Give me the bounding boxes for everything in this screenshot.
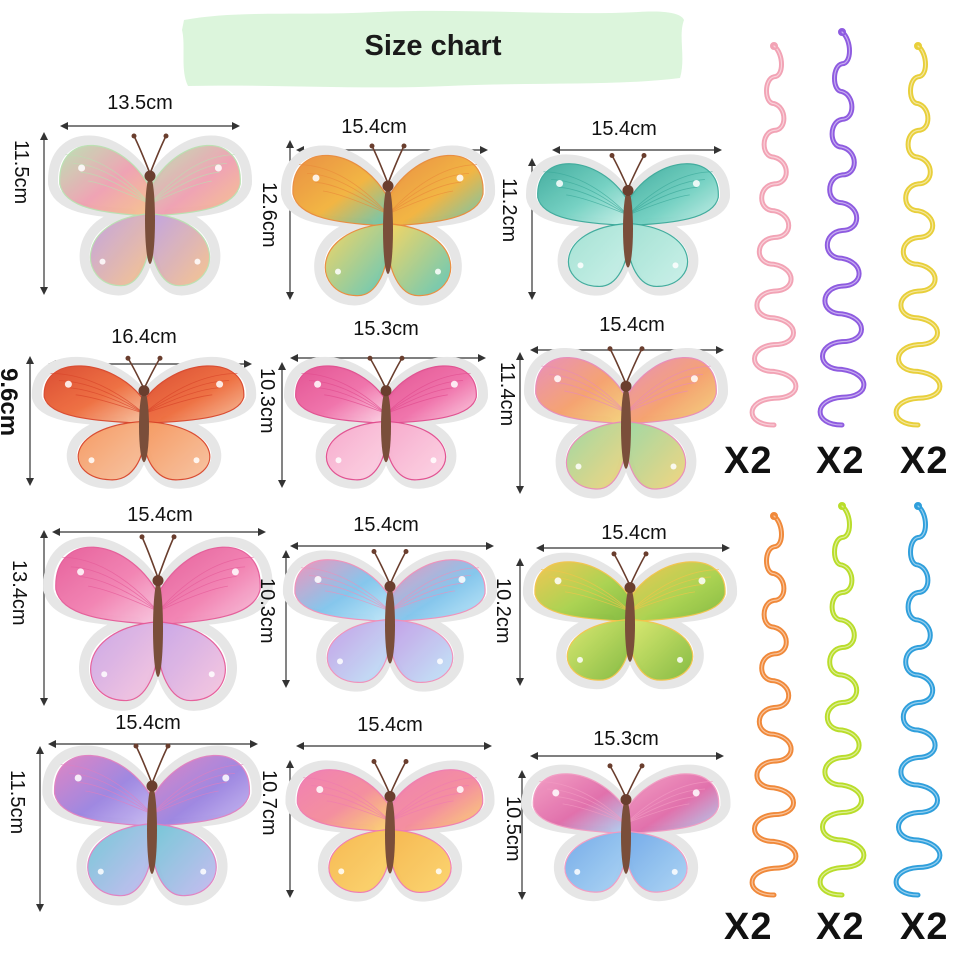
width-dimension-arrow xyxy=(60,122,240,130)
ribbon-spiral xyxy=(749,42,799,428)
quantity-label: X2 xyxy=(900,906,949,948)
height-label: 11.4cm xyxy=(496,362,518,427)
height-dimension-arrow xyxy=(40,132,48,295)
width-dimension-arrow xyxy=(552,146,722,154)
height-label: 10.7cm xyxy=(258,770,280,836)
width-dimension-arrow xyxy=(296,146,488,154)
quantity-label: X2 xyxy=(724,906,773,948)
quantity-label: X2 xyxy=(900,440,949,482)
size-chart-title: Size chart xyxy=(364,30,502,62)
ribbon-spiral xyxy=(817,502,867,898)
width-label: 15.4cm xyxy=(115,712,181,734)
width-label: 15.4cm xyxy=(357,714,423,736)
ribbon-spiral xyxy=(749,512,799,898)
width-dimension-arrow xyxy=(290,542,494,550)
width-dimension-arrow xyxy=(48,740,258,748)
width-dimension-arrow xyxy=(52,528,266,536)
ribbon-spiral xyxy=(893,42,943,428)
height-label: 12.6cm xyxy=(258,182,280,248)
height-dimension-arrow xyxy=(516,558,524,686)
butterfly-illustration xyxy=(43,534,273,711)
height-dimension-arrow xyxy=(286,760,294,898)
height-dimension-arrow xyxy=(26,356,34,486)
height-label: 10.3cm xyxy=(256,368,278,434)
title-banner xyxy=(182,10,684,88)
width-label: 16.4cm xyxy=(111,326,177,348)
butterfly-illustration xyxy=(524,346,728,499)
quantity-label: X2 xyxy=(724,440,773,482)
butterfly-illustration xyxy=(282,549,498,692)
width-label: 15.4cm xyxy=(591,118,657,140)
height-dimension-arrow xyxy=(528,158,536,300)
height-dimension-arrow xyxy=(36,746,44,912)
height-label: 11.2cm xyxy=(498,178,520,243)
height-label: 11.5cm xyxy=(6,770,28,835)
width-label: 15.4cm xyxy=(599,314,665,336)
butterfly-illustration xyxy=(280,143,496,306)
ribbon-spiral xyxy=(893,502,943,898)
height-label: 11.5cm xyxy=(10,140,32,205)
height-label: 9.6cm xyxy=(0,368,22,437)
height-label: 10.5cm xyxy=(502,796,524,862)
width-label: 13.5cm xyxy=(107,92,173,114)
width-label: 15.4cm xyxy=(353,514,419,536)
butterfly-illustration xyxy=(521,763,731,902)
butterfly-illustration xyxy=(42,743,262,906)
height-label: 10.3cm xyxy=(256,578,278,644)
width-label: 15.4cm xyxy=(601,522,667,544)
width-label: 15.4cm xyxy=(127,504,193,526)
width-dimension-arrow xyxy=(536,544,730,552)
height-label: 10.2cm xyxy=(492,578,514,644)
height-dimension-arrow xyxy=(282,550,290,688)
height-dimension-arrow xyxy=(278,362,286,488)
butterfly-illustration xyxy=(285,759,495,902)
height-dimension-arrow xyxy=(286,140,294,300)
height-dimension-arrow xyxy=(40,530,48,706)
width-label: 15.3cm xyxy=(593,728,659,750)
height-label: 13.4cm xyxy=(8,560,30,626)
width-dimension-arrow xyxy=(296,742,492,750)
butterfly-illustration xyxy=(526,153,730,296)
quantity-label: X2 xyxy=(816,906,865,948)
ribbon-spiral xyxy=(817,28,867,428)
width-label: 15.3cm xyxy=(353,318,419,340)
quantity-label: X2 xyxy=(816,440,865,482)
butterfly-illustration xyxy=(522,551,738,690)
width-dimension-arrow xyxy=(290,354,486,362)
width-dimension-arrow xyxy=(48,360,252,368)
butterfly-illustration xyxy=(48,133,252,296)
butterfly-illustration xyxy=(31,355,257,489)
width-dimension-arrow xyxy=(530,752,724,760)
width-label: 15.4cm xyxy=(341,116,407,138)
butterfly-illustration xyxy=(284,355,488,489)
width-dimension-arrow xyxy=(530,346,724,354)
